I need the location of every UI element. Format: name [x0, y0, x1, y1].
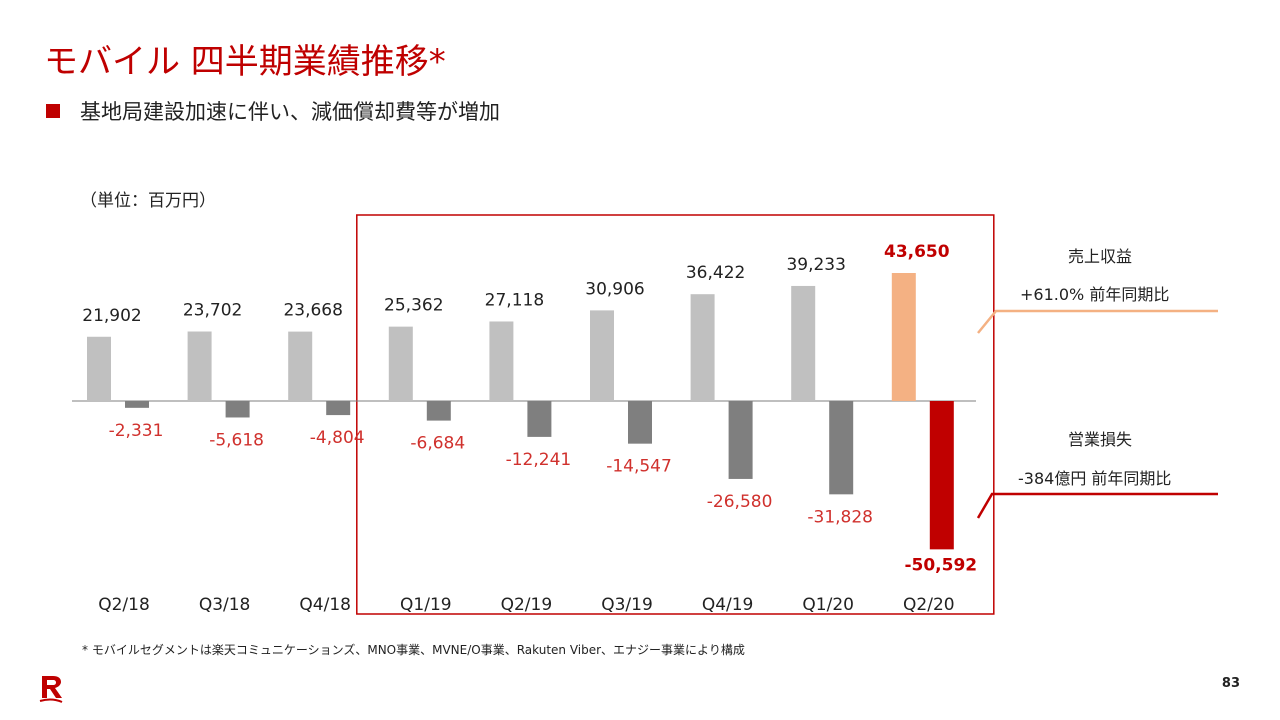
unit-label: （単位：百万円）	[80, 191, 216, 211]
highlight-box	[356, 214, 995, 615]
quarterly-results-chart: 21,902 -2,331 Q2/18 23,702 -5,618 Q3/18 23,668…	[72, 214, 1218, 615]
category-tick-label: Q4/19	[702, 595, 754, 615]
operating-loss-bar	[628, 401, 652, 444]
revenue-bar	[489, 321, 514, 401]
revenue-bar	[590, 310, 614, 401]
loss-note-label: 営業損失	[1068, 430, 1132, 449]
bullet-point: 基地局建設加速に伴い、減価償却費等が増加	[46, 96, 500, 126]
operating-loss-value-label: -2,331	[109, 421, 164, 441]
operating-loss-value-label: -14,547	[606, 457, 672, 477]
operating-loss-bar	[527, 401, 552, 437]
revenue-bar	[288, 331, 313, 401]
operating-loss-value-label: -50,592	[904, 555, 977, 575]
revenue-bar	[388, 326, 413, 401]
category-tick-label: Q1/20	[802, 595, 854, 615]
operating-loss-bar	[326, 401, 351, 416]
page-number: 83	[1221, 676, 1240, 691]
bullet-square-icon	[46, 104, 60, 118]
operating-loss-bar	[426, 401, 451, 421]
revenue-note-label: 売上収益	[1068, 247, 1132, 266]
category-tick-label: Q2/19	[501, 595, 553, 615]
category-tick-label: Q3/18	[199, 595, 251, 615]
operating-loss-value-label: -6,684	[410, 434, 465, 454]
footnote: * モバイルセグメントは楽天コミュニケーションズ、MNO事業、MVNE/O事業、…	[82, 643, 745, 657]
bullet-text: 基地局建設加速に伴い、減価償却費等が増加	[80, 100, 500, 124]
operating-loss-value-label: -26,580	[707, 492, 773, 512]
rakuten-logo-icon	[38, 672, 64, 708]
loss-note-change: -384億円 前年同期比	[1018, 469, 1171, 488]
revenue-note-change: +61.0% 前年同期比	[1020, 285, 1169, 304]
revenue-bar	[791, 285, 816, 401]
revenue-bar	[891, 273, 916, 401]
revenue-value-label: 39,233	[786, 255, 845, 275]
revenue-value-label: 30,906	[585, 279, 644, 299]
operating-loss-bar	[728, 401, 753, 479]
revenue-bar	[187, 331, 212, 401]
operating-loss-bar	[929, 401, 954, 550]
operating-loss-value-label: -12,241	[506, 450, 572, 470]
category-tick-label: Q2/18	[98, 595, 150, 615]
revenue-value-label: 23,702	[183, 300, 242, 320]
operating-loss-value-label: -31,828	[807, 507, 873, 527]
revenue-bar	[690, 294, 715, 401]
category-tick-label: Q2/20	[903, 595, 955, 615]
operating-loss-bar	[829, 401, 854, 495]
revenue-value-label: 23,668	[283, 301, 342, 321]
operating-loss-value-label: -4,804	[310, 428, 365, 448]
revenue-value-label: 21,902	[82, 306, 141, 326]
operating-loss-value-label: -5,618	[209, 430, 264, 450]
operating-loss-bar	[125, 401, 149, 408]
category-tick-label: Q4/18	[299, 595, 351, 615]
category-tick-label: Q1/19	[400, 595, 452, 615]
revenue-bar	[87, 336, 111, 401]
revenue-value-label: 27,118	[485, 290, 544, 310]
revenue-value-label: 43,650	[884, 242, 950, 262]
page-title: モバイル 四半期業績推移*	[44, 42, 446, 82]
category-tick-label: Q3/19	[601, 595, 653, 615]
operating-loss-bar	[225, 401, 250, 418]
revenue-value-label: 25,362	[384, 296, 443, 316]
revenue-value-label: 36,422	[686, 263, 745, 283]
revenue-callout-line	[977, 309, 1218, 334]
loss-callout-line	[976, 492, 1218, 519]
